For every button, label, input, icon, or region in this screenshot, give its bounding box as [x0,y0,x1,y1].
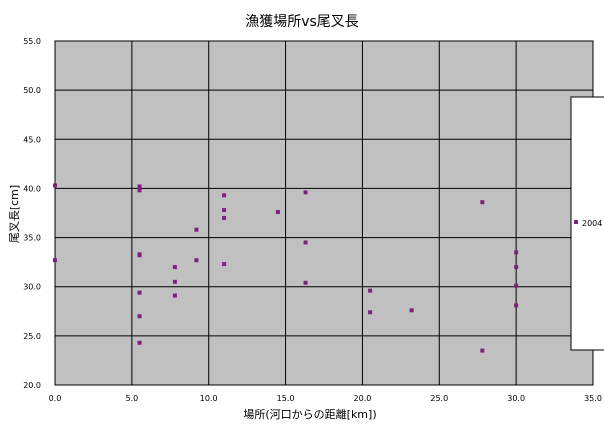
x-tick-label: 30.0 [507,394,525,403]
data-point [53,183,57,188]
x-tick-label: 35.0 [584,394,602,403]
plot-area [53,40,594,386]
legend-label-2004: 2004 [582,219,602,228]
data-point [222,193,227,198]
data-point [172,293,177,298]
data-point [137,184,142,189]
x-tick-label: 15.0 [277,394,295,403]
data-point [194,227,199,232]
y-tick-label: 35.0 [23,234,41,243]
chart-title: 漁獲場所vs尾叉長 [245,14,359,30]
x-tick-label: 5.0 [125,394,138,403]
data-point [368,288,373,293]
plot-background [54,40,594,386]
y-tick-label: 50.0 [23,86,41,95]
data-point [514,303,519,308]
data-point [303,280,308,285]
data-point [137,188,142,193]
y-tick-label: 25.0 [23,332,41,341]
x-tick-label: 0.0 [49,394,62,403]
data-point [222,262,227,267]
data-point [480,348,485,353]
legend: 2004 [570,96,604,351]
data-point [53,258,57,263]
y-axis-ticks: 20.0 25.0 30.0 35.0 40.0 45.0 50.0 55.0 [23,37,41,390]
x-tick-label: 10.0 [200,394,218,403]
y-tick-label: 20.0 [23,381,41,390]
data-point [275,210,280,215]
data-point [137,314,142,319]
data-point [303,240,308,245]
data-points [53,183,519,353]
data-point [137,290,142,295]
data-point [514,283,519,288]
data-point [137,253,142,258]
y-axis-label: 尾叉長[cm] [8,185,21,243]
data-point [480,200,485,205]
data-point [303,190,308,195]
data-point [172,279,177,284]
x-tick-label: 20.0 [354,394,372,403]
x-axis-label: 場所(河口からの距離[km]) [243,407,376,421]
y-tick-label: 45.0 [23,135,41,144]
y-tick-label: 30.0 [23,283,41,292]
data-point [514,265,519,270]
data-point [514,250,519,255]
grid-lines [54,40,594,386]
data-point [194,258,199,263]
data-point [137,340,142,345]
data-point [409,308,414,313]
x-axis-ticks: 0.0 5.0 10.0 15.0 20.0 25.0 30.0 35.0 [49,394,602,403]
data-point [222,215,227,220]
x-tick-label: 25.0 [430,394,448,403]
legend-marker [574,220,578,224]
data-point [368,310,373,315]
data-point [222,208,227,213]
data-point [172,265,177,270]
y-tick-label: 55.0 [23,37,41,46]
y-tick-label: 40.0 [23,184,41,193]
